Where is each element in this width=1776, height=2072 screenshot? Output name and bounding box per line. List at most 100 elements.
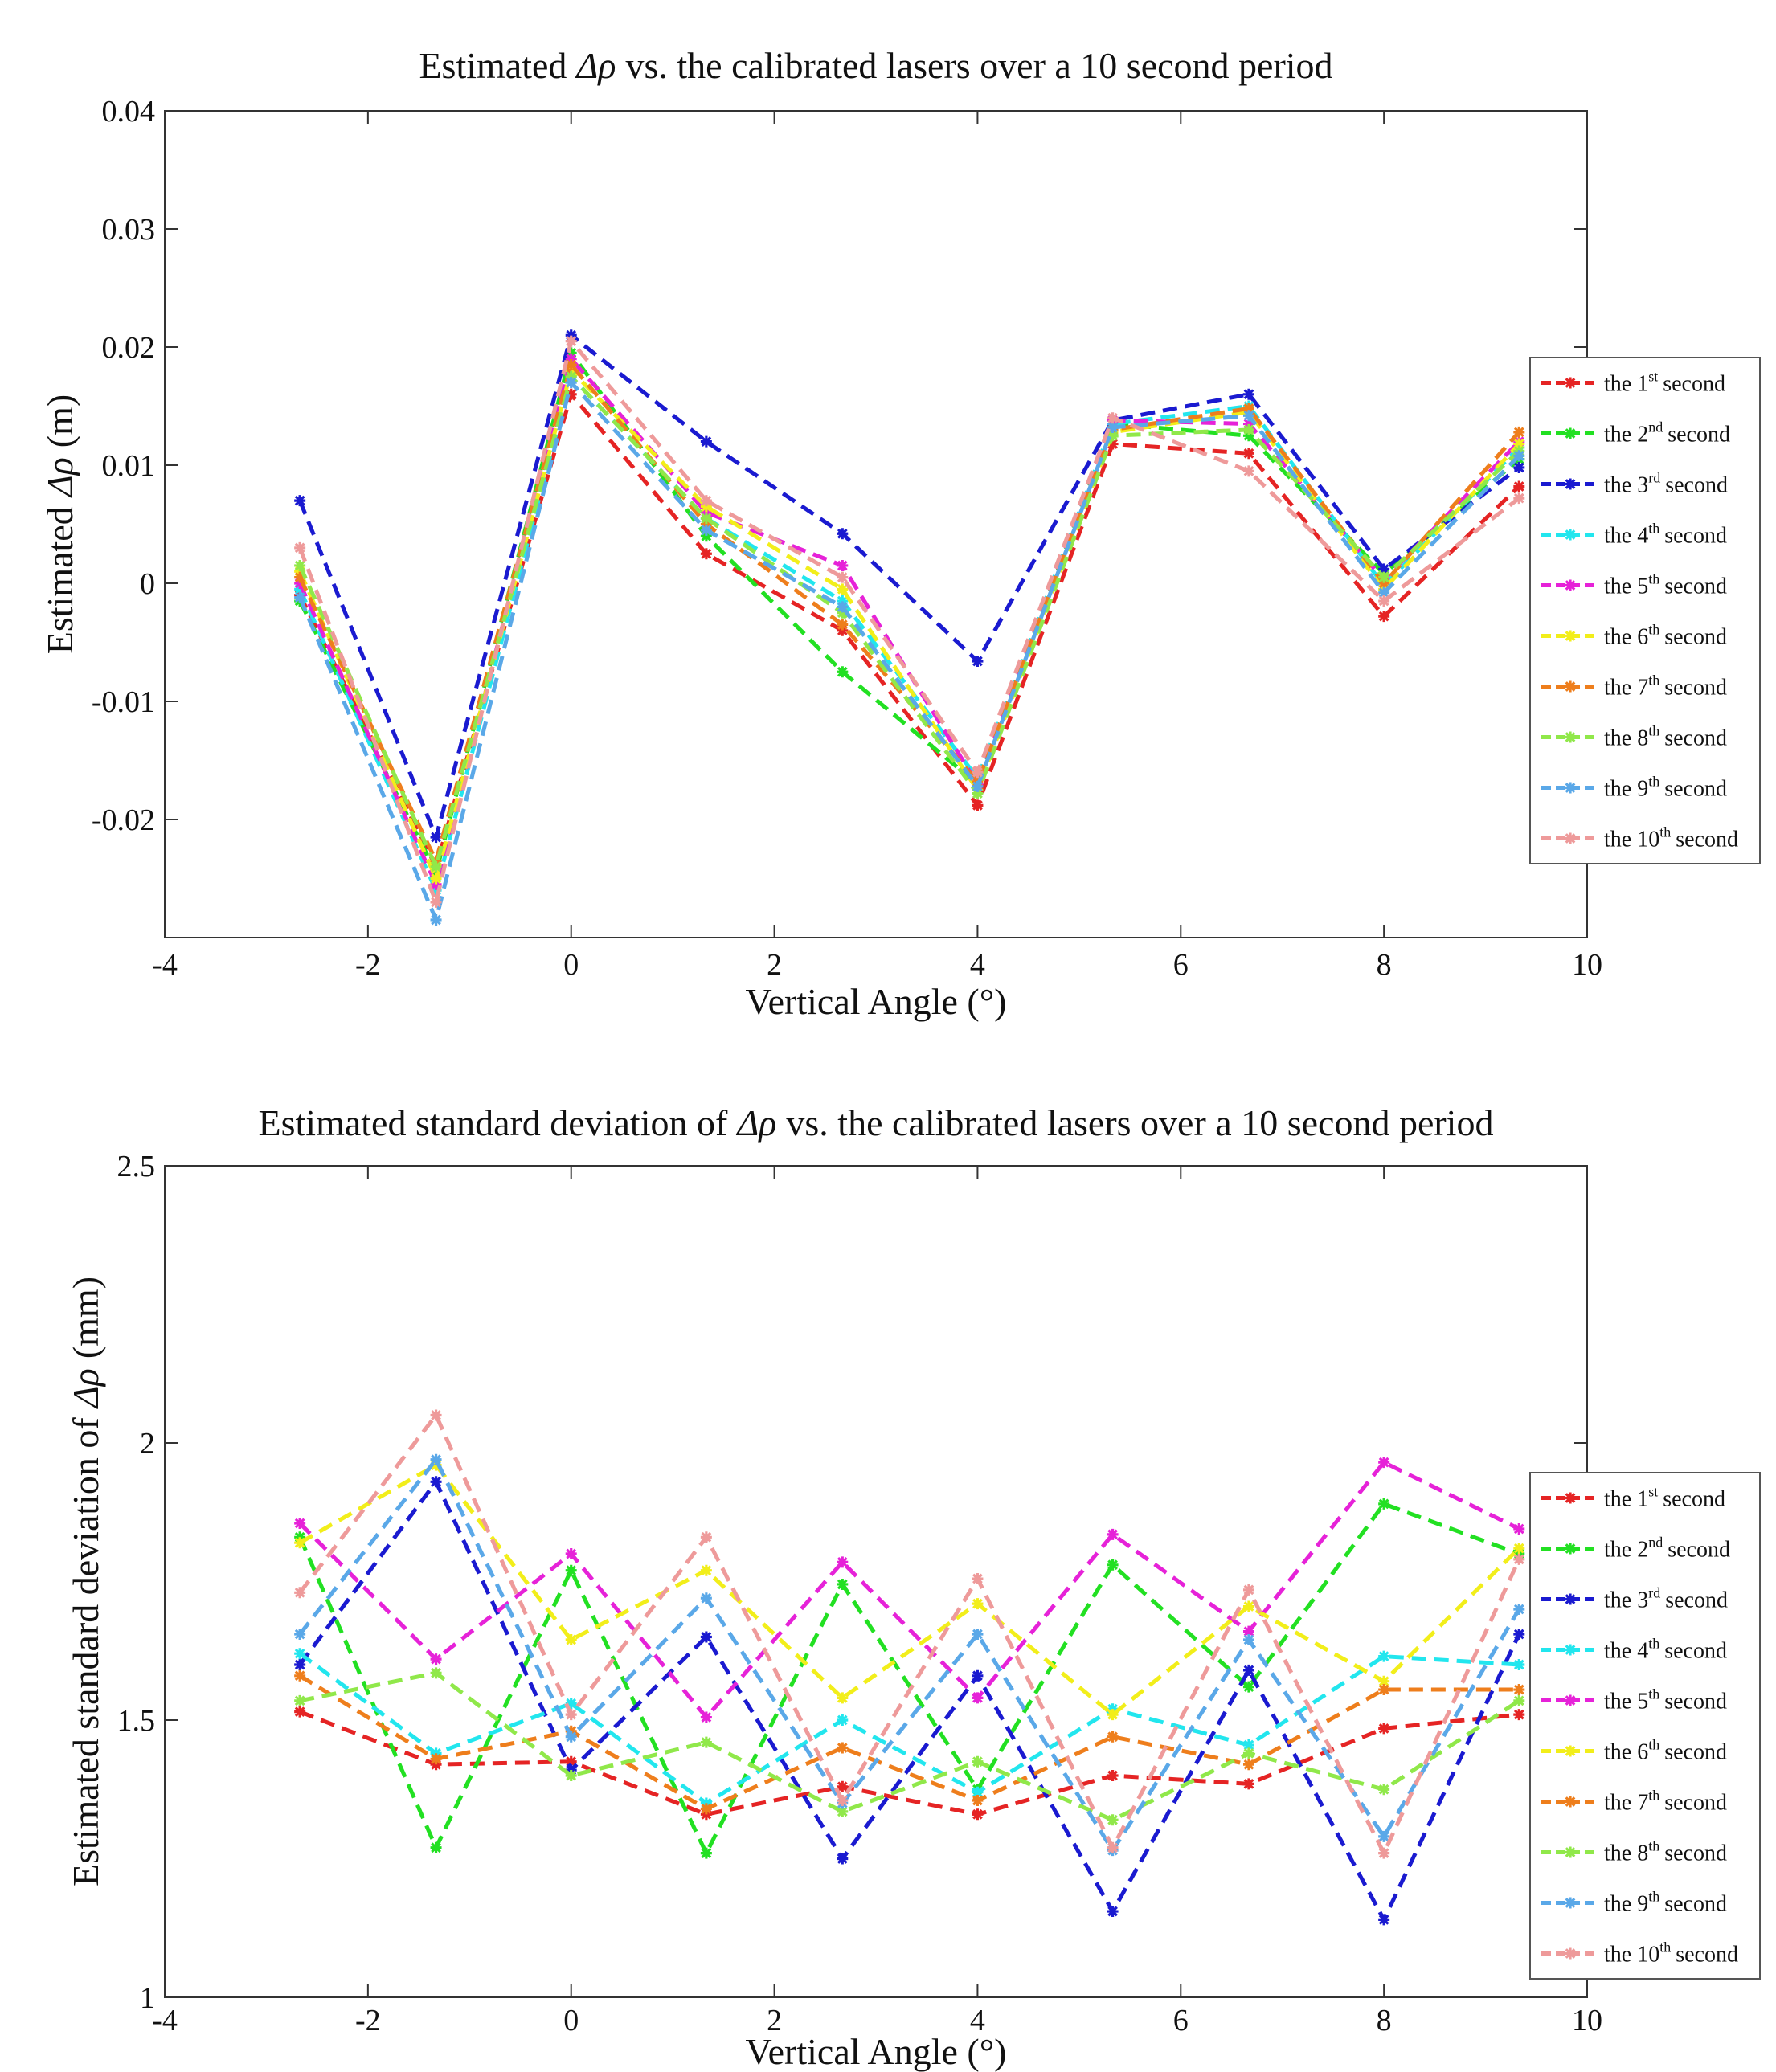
legend-label: the 7th second [1604,672,1727,701]
x-tick-label: 0 [563,948,579,982]
plot-area [164,110,1588,938]
data-point-8 [1378,1847,1390,1859]
y-axis: -0.02 -0.01 0 0.01 0.02 0.03 0.04 [92,95,1587,837]
data-point-2 [565,359,577,371]
data-point-0 [294,541,306,554]
data-point-3 [700,548,712,560]
data-point-2 [565,1548,577,1559]
data-point-7 [1242,1681,1254,1693]
series-9 [294,377,1525,926]
data-point-legend [1565,529,1576,541]
title-suffix: vs. the calibrated lasers over a 10 seco… [625,45,1332,86]
data-point-2 [565,353,577,365]
legend-suffix: th [1648,672,1659,689]
data-point-9 [1513,1604,1525,1615]
data-point-1 [430,1476,442,1488]
data-point-5 [972,1573,984,1585]
legend-word: the [1604,372,1637,397]
data-point-9 [1513,461,1525,473]
y-tick-label: 0.01 [102,449,156,483]
data-point-3 [700,518,712,530]
data-point-0 [294,1648,306,1660]
legend-suffix: th [1648,774,1659,790]
legend-item-10: the 10th second [1541,1939,1738,1968]
series-8 [294,1667,1525,1826]
series-line [297,372,1521,873]
legend-item-7: the 7th second [1541,672,1727,701]
series-line [298,1462,1521,1718]
data-point-1 [430,1841,442,1853]
data-point-8 [1378,1784,1390,1796]
legend-ordinal: 4 [1637,524,1648,549]
data-point-8 [1378,1914,1390,1926]
data-point-2 [565,347,577,359]
x-tick-label: 8 [1377,2004,1392,2037]
data-point-9 [1513,1659,1525,1670]
data-point-5 [972,787,984,799]
legend-label: the 2nd second [1604,1535,1730,1563]
data-point-1 [430,873,442,885]
data-point-7 [1242,418,1254,430]
legend-word: second [1664,777,1727,802]
legend-word: second [1664,574,1727,599]
data-point-3 [700,524,712,536]
series-line [298,1456,1521,1854]
data-point-3 [700,513,712,525]
legend-ordinal: 2 [1637,1538,1648,1563]
title-prefix: Estimated [419,45,567,86]
data-point-9 [1513,1629,1525,1641]
title-prefix: Estimated standard deviation of [259,1102,728,1143]
legend-word: second [1664,625,1727,650]
legend-word: second [1663,1487,1725,1512]
data-point-1 [430,1653,442,1665]
y-tick-label: 0.04 [102,95,156,129]
legend-suffix: st [1648,369,1658,385]
chart-title: Estimated standard deviation of Δρ vs. the… [259,1102,1494,1143]
series-line [297,378,1521,926]
data-point-9 [1513,1684,1525,1696]
legend-ordinal: 7 [1637,1791,1648,1816]
data-point-6 [1107,1559,1119,1571]
data-point-7 [1242,1625,1254,1637]
legend-item-9: the 9th second [1541,1889,1727,1917]
series-group [294,1409,1525,1926]
legend-word: the [1604,1791,1637,1816]
legend-label: the 9th second [1604,1889,1727,1917]
data-point-8 [1378,1830,1390,1842]
data-point-2 [565,388,577,400]
data-point-1 [430,878,442,890]
x-tick-label: 10 [1572,2004,1602,2037]
data-point-5 [972,1692,984,1704]
legend-ordinal: 3 [1637,473,1648,498]
legend-box [1529,1472,1761,1980]
legend-word: second [1676,1943,1738,1968]
legend-ordinal: 3 [1637,1588,1648,1613]
legend-word: the [1604,1690,1637,1714]
legend-label: the 4th second [1604,521,1727,549]
data-point-4 [837,1795,849,1807]
legend-item-4: the 4th second [1541,521,1727,549]
x-axis: -4 -2 0 2 4 6 8 10 [152,111,1602,982]
data-point-4 [837,619,849,631]
data-point-7 [1242,403,1254,415]
data-point-5 [972,1755,984,1768]
x-tick-label: 2 [767,2004,782,2037]
data-point-8 [1378,563,1390,575]
legend-label: the 10th second [1604,1939,1738,1968]
data-point-2 [565,1709,577,1721]
data-point-legend [1565,731,1576,743]
legend-word: second [1668,1538,1730,1563]
series-line [299,1670,1520,1822]
legend-item-8: the 8th second [1541,723,1727,751]
legend-label: the 4th second [1604,1636,1727,1664]
data-point-2 [565,329,577,341]
legend-word: the [1604,1892,1637,1917]
data-point-4 [837,666,849,678]
data-point-9 [1513,438,1525,450]
data-point-9 [1513,1709,1525,1721]
legend-item-9: the 9th second [1541,774,1727,802]
data-point-3 [700,530,712,542]
chart-title: Estimated Δρ vs. the calibrated lasers ove… [419,45,1332,86]
series-line [297,337,1520,909]
legend-item-6: the 6th second [1541,1737,1727,1765]
